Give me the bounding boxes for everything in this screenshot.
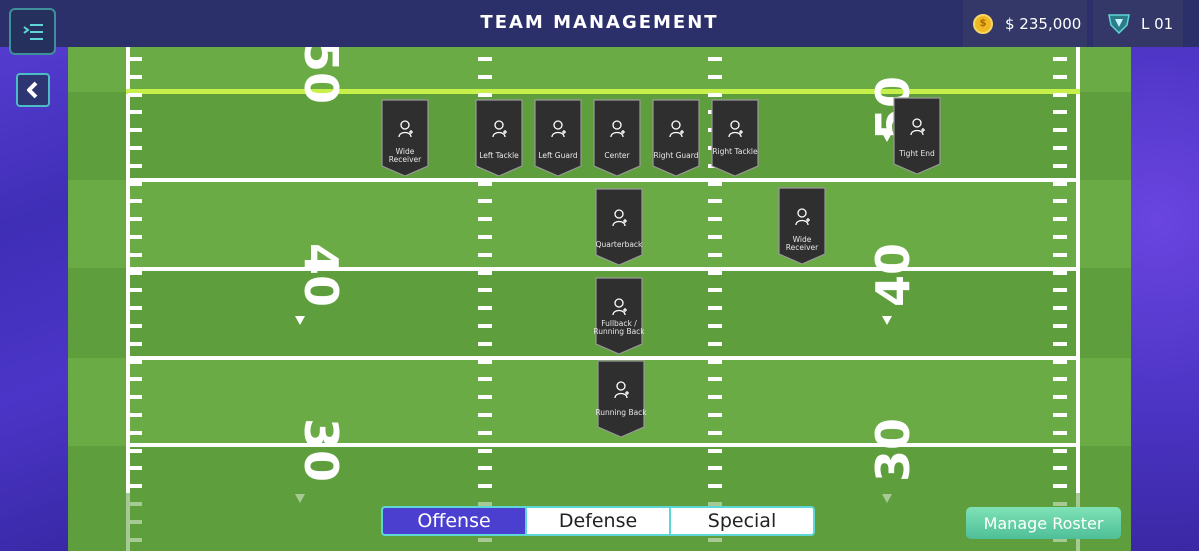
add-player-icon (492, 120, 507, 138)
position-label: Right Guard (653, 151, 699, 160)
position-label: Running Back (595, 408, 647, 417)
add-player-icon (610, 120, 625, 138)
position-label: Wide Receiver (388, 147, 422, 164)
position-card-left-tackle[interactable]: Left Tackle (473, 98, 525, 177)
position-label: Right Tackle (712, 147, 758, 156)
add-player-icon (614, 381, 629, 399)
position-card-right-guard[interactable]: Right Guard (650, 98, 702, 177)
yard-number: 30 (294, 417, 349, 483)
chevron-left-icon (27, 81, 38, 99)
add-player-icon (398, 120, 413, 138)
menu-icon (22, 23, 43, 40)
position-label: Tight End (899, 149, 935, 158)
position-card-tight-end[interactable]: Tight End (891, 96, 943, 175)
line-of-scrimmage (126, 89, 1080, 94)
yard-number: 50 (294, 47, 349, 105)
position-card-center[interactable]: Center (591, 98, 643, 177)
yard-number: 40 (294, 242, 349, 308)
yard-number: 40 (866, 242, 921, 308)
page-title: TEAM MANAGEMENT (480, 12, 719, 33)
position-label: Quarterback (595, 240, 643, 249)
shield-badge-icon (1108, 13, 1130, 34)
add-player-icon (728, 120, 743, 138)
position-card-wide-receiver-right[interactable]: Wide Receiver (776, 186, 828, 265)
coin-icon: $ (973, 13, 993, 34)
manage-roster-button[interactable]: Manage Roster (966, 507, 1121, 539)
formation-tabs: Offense Defense Special (381, 506, 815, 536)
position-card-wide-receiver-left[interactable]: Wide Receiver (379, 98, 431, 177)
level-value: L 01 (1141, 14, 1174, 33)
position-card-fullback-running-back[interactable]: Fullback / Running Back (593, 276, 645, 355)
position-card-left-guard[interactable]: Left Guard (532, 98, 584, 177)
position-label: Center (604, 151, 630, 160)
menu-button[interactable] (9, 8, 56, 55)
yard-number: 30 (866, 417, 921, 483)
background-right (1129, 0, 1199, 551)
add-player-icon (612, 298, 627, 316)
tab-special[interactable]: Special (669, 508, 813, 534)
position-label: Left Tackle (479, 151, 519, 160)
add-player-icon (612, 209, 627, 227)
back-button[interactable] (16, 73, 50, 107)
tab-defense[interactable]: Defense (525, 508, 669, 534)
position-card-right-tackle[interactable]: Right Tackle (709, 98, 761, 177)
coin-balance: $ $ 235,000 (963, 0, 1087, 47)
position-label: Fullback / Running Back (593, 319, 645, 336)
add-player-icon (551, 120, 566, 138)
add-player-icon (910, 118, 925, 136)
position-label: Wide Receiver (785, 235, 819, 252)
position-card-running-back[interactable]: Running Back (595, 359, 647, 438)
tab-offense[interactable]: Offense (383, 508, 525, 534)
coin-amount: $ 235,000 (1005, 14, 1082, 33)
add-player-icon (795, 208, 810, 226)
player-level: L 01 (1093, 0, 1183, 47)
position-card-quarterback[interactable]: Quarterback (593, 187, 645, 266)
add-player-icon (669, 120, 684, 138)
position-label: Left Guard (538, 151, 578, 160)
